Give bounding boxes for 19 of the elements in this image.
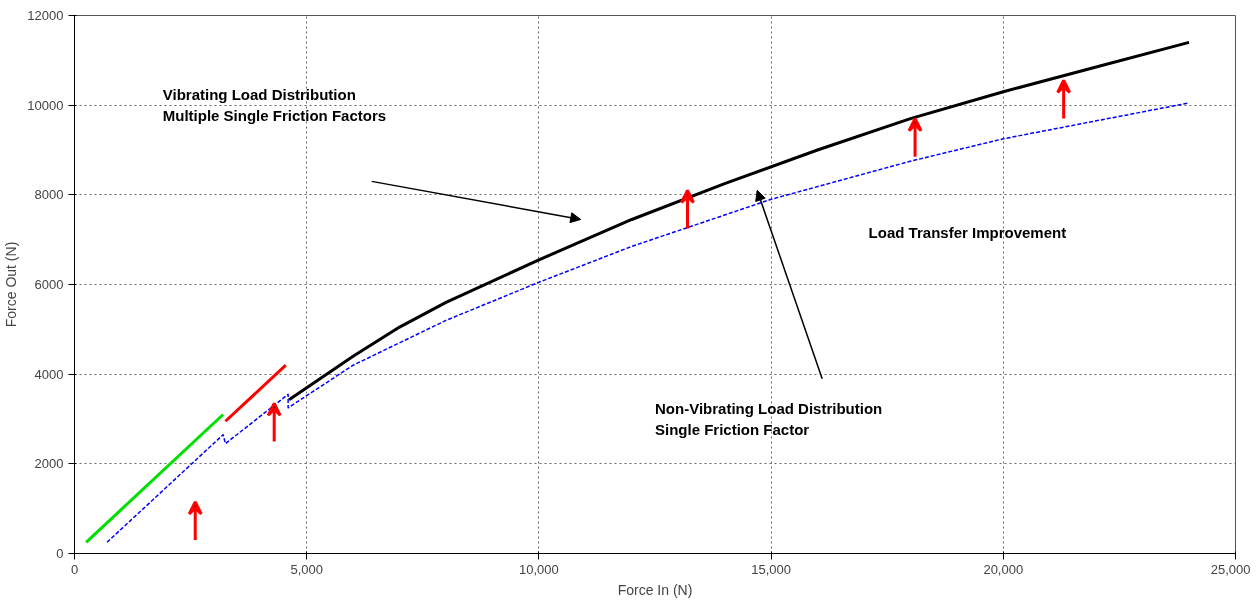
y-tick-label: 12000 [27, 8, 64, 23]
x-tick-label: 5,000 [290, 561, 323, 577]
annotation: Load Transfer Improvement [868, 224, 1067, 242]
y-tick-label: 0 [56, 546, 64, 561]
x-axis-title: Force In (N) [617, 581, 693, 598]
line-series [106, 102, 1190, 544]
y-tick-label: 8000 [34, 187, 64, 203]
x-tick-label: 10,000 [519, 561, 559, 577]
x-tick-label: 15,000 [751, 561, 791, 577]
y-tick-label: 6000 [34, 277, 64, 292]
x-tick-label: 25,000 [1210, 561, 1251, 577]
y-tick-label: 10000 [27, 97, 64, 113]
y-tick-label: 4000 [34, 366, 64, 382]
x-tick-label: 20,000 [983, 561, 1024, 577]
y-axis-title: Force Out (N) [3, 241, 20, 328]
annotation: Non-Vibrating Load Distribution Single Friction Factor [655, 400, 883, 438]
y-tick-label: 2000 [34, 456, 64, 472]
x-tick-label: 0 [70, 561, 79, 577]
annotation: Vibrating Load Distribution Multiple Single Friction Factors [162, 86, 387, 124]
